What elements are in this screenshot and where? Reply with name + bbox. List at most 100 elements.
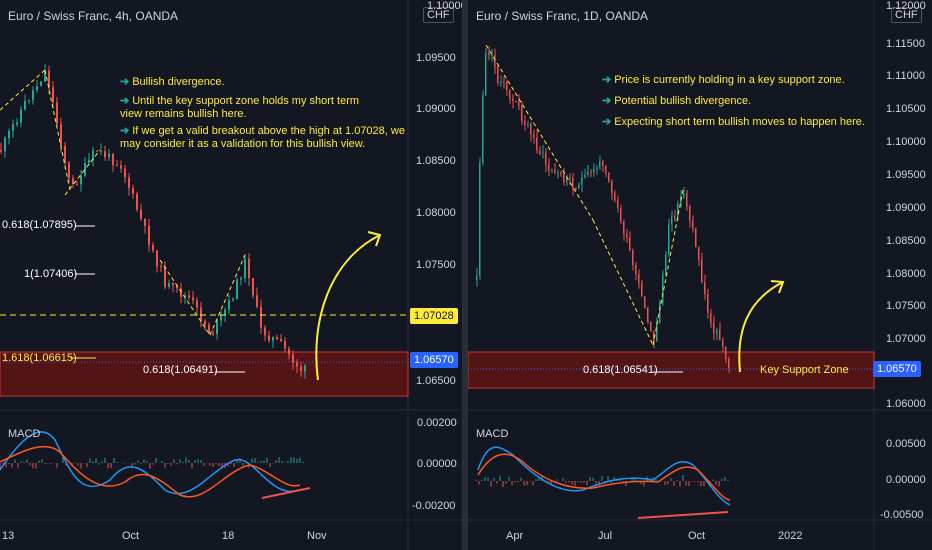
trendline: [159, 259, 211, 336]
time-label: 13: [2, 530, 15, 542]
candle-body: [728, 359, 730, 368]
candle-body: [497, 66, 499, 83]
right-chart-pane[interactable]: Euro / Swiss Franc, 1D, OANDA CHF 1.1200…: [468, 0, 932, 550]
pane-divider[interactable]: [462, 0, 468, 550]
candle-body: [128, 177, 130, 188]
candle-body: [686, 192, 688, 207]
candle-body: [500, 81, 502, 83]
fib-label: 1.618(1.06615): [2, 352, 77, 364]
right-price-label: 1.09000: [886, 202, 926, 214]
candle-body: [136, 193, 138, 210]
macd-axis-label: 0.00200: [417, 417, 457, 429]
candle-body: [539, 150, 541, 154]
candle-body: [656, 322, 658, 342]
candle-body: [236, 279, 238, 299]
candle-body: [212, 333, 214, 335]
candle-body: [674, 216, 676, 220]
candle-body: [76, 184, 78, 186]
candle-body: [280, 339, 282, 342]
candle-body: [84, 162, 86, 176]
candle-body: [509, 90, 511, 99]
right-currency-button[interactable]: CHF: [891, 7, 922, 23]
left-price-label: 1.08000: [416, 207, 456, 219]
candle-body: [4, 138, 6, 152]
candle-body: [581, 177, 583, 185]
macd-axis-label: -0.00200: [412, 500, 456, 512]
candle-body: [620, 208, 622, 222]
time-label: Nov: [307, 530, 327, 542]
right-note-2: ➔ Potential bullish divergence.: [602, 95, 752, 107]
candle-body: [156, 250, 158, 267]
candle-body: [650, 321, 652, 332]
right-price-label: 1.09500: [886, 169, 926, 181]
key-support-zone-label: Key Support Zone: [760, 364, 849, 376]
arrow-head-icon: [367, 231, 382, 247]
left-price-label: 1.09000: [416, 103, 456, 115]
macd-axis-label: -0.00500: [880, 509, 924, 521]
arrow-icon: ➔: [602, 74, 612, 86]
candle-body: [276, 337, 278, 340]
candle-body: [551, 169, 553, 171]
candle-body: [48, 70, 50, 88]
right-price-top: 1.12000: [886, 0, 926, 12]
macd-label: MACD: [476, 428, 509, 440]
candle-body: [12, 124, 14, 131]
candle-body: [260, 306, 262, 328]
candle-body: [144, 218, 146, 226]
candle-body: [623, 221, 625, 234]
candle-body: [626, 233, 628, 238]
right-note-1: ➔ Price is currently holding in a key sup…: [602, 74, 845, 86]
trendline: [592, 219, 654, 346]
candle-body: [530, 123, 532, 135]
trendline: [0, 69, 46, 111]
macd-label: MACD: [8, 428, 41, 440]
left-chart-pane[interactable]: Euro / Swiss Franc, 4h, OANDA CHF 1.1000…: [0, 0, 467, 550]
left-chart-canvas[interactable]: [0, 0, 462, 550]
left-currency-button[interactable]: CHF: [423, 7, 454, 23]
candle-body: [52, 87, 54, 103]
candle-body: [653, 331, 655, 342]
time-label: 18: [222, 530, 235, 542]
candle-body: [248, 258, 250, 279]
candle-body: [240, 278, 242, 280]
right-chart-canvas[interactable]: [468, 0, 932, 550]
candle-body: [716, 329, 718, 334]
candle-body: [563, 173, 565, 182]
candle-body: [668, 224, 670, 255]
candle-body: [228, 300, 230, 310]
right-price-label: 1.06000: [886, 398, 926, 410]
candle-body: [590, 171, 592, 173]
candle-body: [518, 101, 520, 107]
candle-body: [16, 122, 18, 125]
candle-body: [96, 150, 98, 152]
candle-body: [132, 187, 134, 194]
candle-body: [692, 220, 694, 229]
candle-body: [220, 314, 222, 321]
candle-body: [572, 177, 574, 188]
candle-body: [184, 295, 186, 297]
time-label: 2022: [778, 530, 803, 542]
candle-body: [722, 340, 724, 347]
candle-body: [192, 297, 194, 301]
candle-body: [204, 320, 206, 325]
candle-body: [647, 307, 649, 322]
left-price-top: 1.10000: [427, 0, 467, 12]
candle-body: [515, 100, 517, 102]
candle-body: [524, 120, 526, 125]
candle-body: [152, 244, 154, 251]
divergence-line: [637, 511, 729, 519]
left-note-3: ➔ If we get a valid breakout above the hi…: [120, 125, 405, 150]
support-zone-rect: [0, 351, 409, 397]
candle-body: [196, 300, 198, 308]
candle-body: [533, 134, 535, 138]
candle-body: [44, 70, 46, 82]
candle-body: [168, 283, 170, 287]
right-price-label: 1.07000: [886, 333, 926, 345]
arrow-icon: ➔: [120, 125, 130, 137]
candle-body: [482, 95, 484, 163]
macd-axis-label: 0.00500: [886, 438, 926, 450]
candle-body: [554, 169, 556, 173]
candle-body: [611, 181, 613, 194]
bullish-arrow: [738, 281, 784, 373]
trendline: [652, 189, 684, 346]
